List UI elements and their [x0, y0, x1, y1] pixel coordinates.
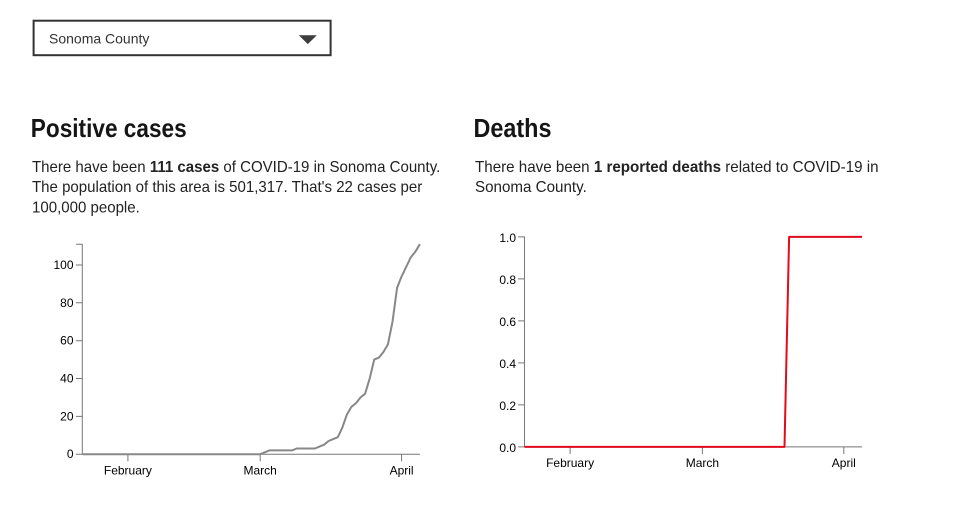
- svg-text:The population of this area is: The population of this area is 501,317. …: [32, 179, 422, 197]
- svg-text:There have been 111 cases of C: There have been 111 cases of COVID-19 in…: [32, 159, 440, 177]
- svg-text:0.0: 0.0: [499, 441, 516, 455]
- svg-text:March: March: [686, 456, 719, 470]
- svg-text:80: 80: [60, 296, 74, 310]
- svg-text:100,000 people.: 100,000 people.: [32, 199, 140, 217]
- svg-text:February: February: [546, 456, 594, 470]
- svg-text:60: 60: [60, 334, 74, 348]
- svg-text:There have been 1 reported dea: There have been 1 reported deaths relate…: [475, 159, 879, 176]
- svg-text:0.4: 0.4: [499, 357, 516, 371]
- svg-text:Deaths: Deaths: [474, 115, 552, 143]
- svg-text:April: April: [390, 463, 414, 477]
- svg-text:0.8: 0.8: [499, 273, 516, 287]
- svg-text:March: March: [244, 463, 277, 477]
- svg-text:1.0: 1.0: [499, 231, 516, 245]
- svg-text:Sonoma County: Sonoma County: [49, 30, 149, 46]
- svg-text:20: 20: [60, 409, 74, 423]
- svg-text:April: April: [832, 456, 856, 470]
- svg-text:0.6: 0.6: [499, 315, 516, 329]
- svg-text:100: 100: [53, 258, 73, 272]
- svg-text:Positive cases: Positive cases: [31, 115, 187, 144]
- svg-text:February: February: [104, 463, 152, 477]
- svg-text:Sonoma County.: Sonoma County.: [475, 179, 587, 196]
- svg-text:0.2: 0.2: [499, 399, 516, 413]
- svg-text:40: 40: [60, 372, 74, 386]
- svg-text:0: 0: [67, 447, 74, 461]
